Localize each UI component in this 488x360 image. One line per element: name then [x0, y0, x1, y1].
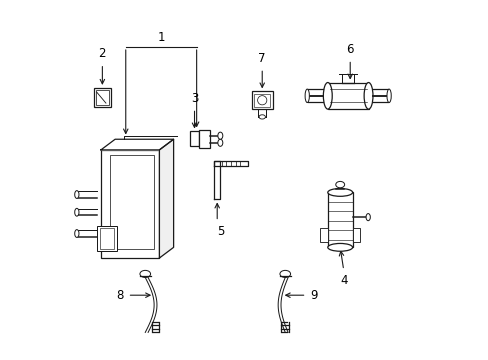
Text: 1: 1 — [157, 31, 164, 44]
Ellipse shape — [327, 243, 352, 251]
Ellipse shape — [386, 89, 390, 103]
Text: 8: 8 — [116, 289, 124, 302]
Polygon shape — [214, 161, 220, 199]
Ellipse shape — [75, 191, 79, 198]
Bar — [319, 228, 327, 242]
Ellipse shape — [364, 82, 372, 109]
Text: 6: 6 — [346, 43, 353, 56]
Ellipse shape — [75, 208, 79, 216]
Polygon shape — [159, 139, 173, 258]
Ellipse shape — [259, 115, 265, 119]
Ellipse shape — [75, 230, 79, 238]
Ellipse shape — [305, 89, 309, 103]
Bar — [199, 130, 210, 148]
Ellipse shape — [366, 213, 369, 221]
Bar — [94, 88, 111, 107]
Bar — [96, 90, 108, 105]
Bar — [327, 82, 368, 109]
Polygon shape — [101, 139, 173, 150]
Ellipse shape — [217, 132, 223, 139]
Ellipse shape — [217, 139, 223, 146]
Text: 7: 7 — [258, 52, 265, 65]
Bar — [327, 192, 352, 247]
Bar — [251, 91, 272, 109]
Ellipse shape — [279, 270, 290, 278]
Text: 9: 9 — [309, 289, 317, 302]
Polygon shape — [214, 161, 247, 166]
Text: 3: 3 — [190, 92, 198, 105]
Ellipse shape — [335, 181, 344, 188]
Bar — [189, 131, 199, 146]
Bar — [101, 150, 159, 258]
Text: 2: 2 — [99, 47, 106, 60]
Text: 5: 5 — [217, 225, 224, 238]
Ellipse shape — [327, 189, 352, 196]
Bar — [254, 94, 270, 107]
Bar — [352, 228, 360, 242]
Circle shape — [257, 96, 266, 105]
Text: 4: 4 — [339, 274, 347, 287]
Bar — [97, 226, 117, 251]
Bar — [110, 155, 154, 249]
Ellipse shape — [140, 270, 150, 278]
Bar — [100, 228, 114, 249]
Ellipse shape — [323, 82, 331, 109]
